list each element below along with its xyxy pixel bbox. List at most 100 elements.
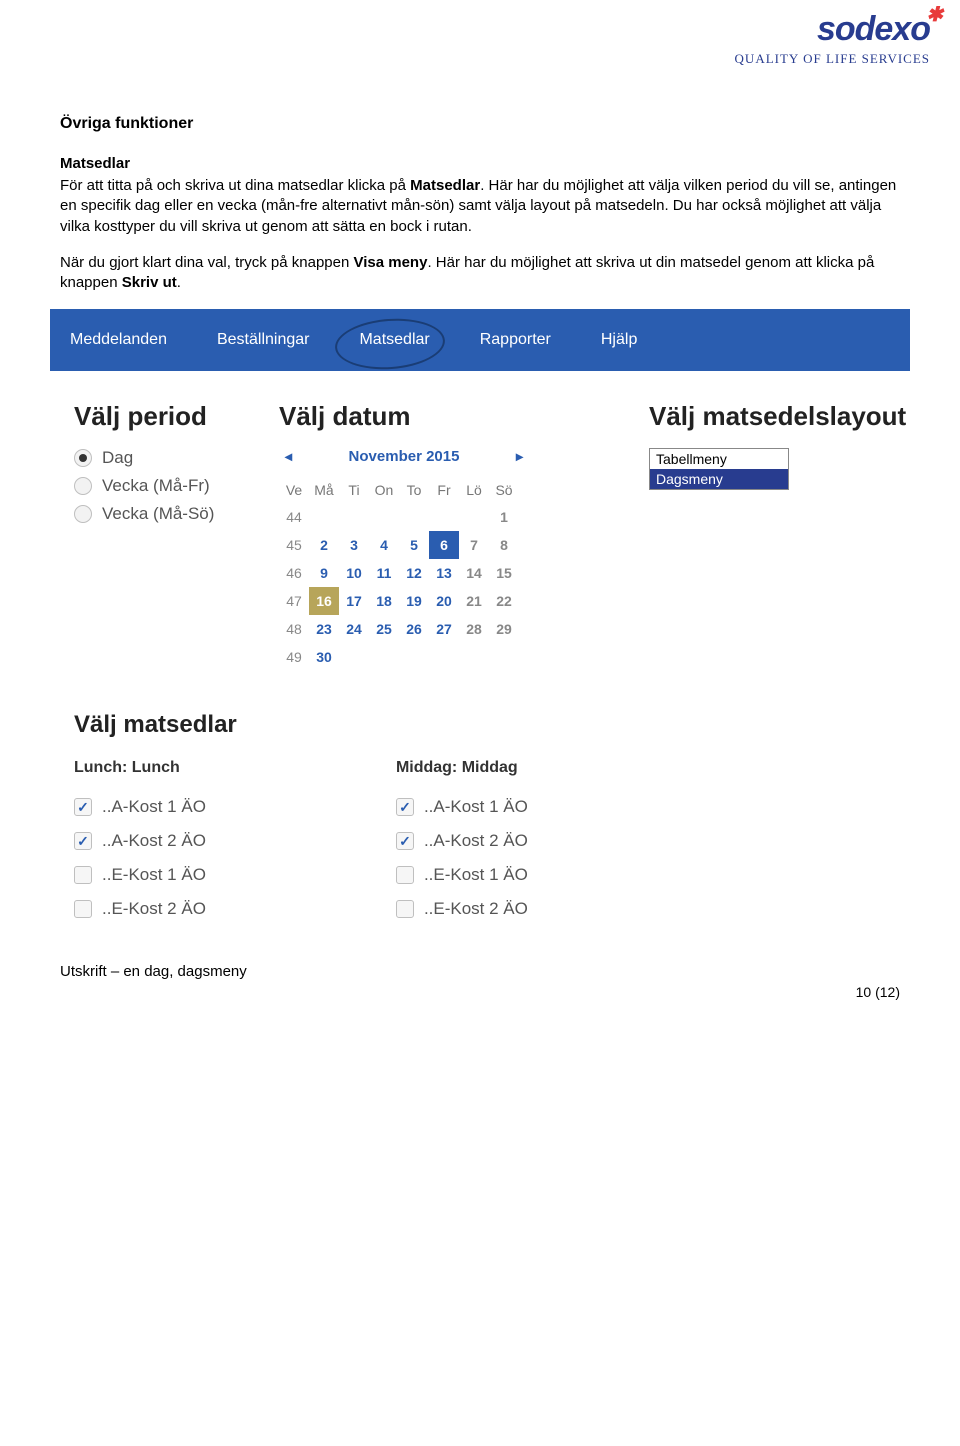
checkbox-icon xyxy=(74,866,92,884)
calendar-day xyxy=(369,643,399,671)
meal-option[interactable]: ..E-Kost 2 ÄO xyxy=(74,899,206,919)
calendar-day[interactable]: 15 xyxy=(489,559,519,587)
meal-column-header: Lunch: Lunch xyxy=(74,759,206,777)
calendar-day[interactable]: 8 xyxy=(489,531,519,559)
logo-tagline: QUALITY OF LIFE SERVICES xyxy=(735,51,930,67)
meal-option-label: ..E-Kost 1 ÄO xyxy=(424,865,528,885)
calendar-day[interactable]: 27 xyxy=(429,615,459,643)
calendar-day xyxy=(459,503,489,531)
calendar-day[interactable]: 19 xyxy=(399,587,429,615)
calendar-day xyxy=(369,503,399,531)
calendar-week-number: 49 xyxy=(279,643,309,671)
doc-heading: Övriga funktioner xyxy=(60,115,910,133)
calendar-day[interactable]: 14 xyxy=(459,559,489,587)
nav-item-beställningar[interactable]: Beställningar xyxy=(217,331,310,349)
next-month-button[interactable]: ▸ xyxy=(510,448,529,465)
doc-subheading: Matsedlar xyxy=(60,155,910,172)
calendar-day[interactable]: 20 xyxy=(429,587,459,615)
app-navbar: Meddelanden Beställningar Matsedlar Rapport… xyxy=(50,309,910,371)
calendar-weekday-header: Ti xyxy=(339,477,369,503)
logo-text: sodexo xyxy=(817,10,930,48)
calendar-week-number: 45 xyxy=(279,531,309,559)
period-column: Välj period Dag Vecka (Må-Fr) Vecka (Må-Sö… xyxy=(74,401,239,671)
meal-option[interactable]: ✓ ..A-Kost 2 ÄO xyxy=(396,831,528,851)
calendar-day[interactable]: 2 xyxy=(309,531,339,559)
layout-title: Välj matsedelslayout xyxy=(649,401,906,432)
calendar-day[interactable]: 17 xyxy=(339,587,369,615)
calendar-day[interactable]: 23 xyxy=(309,615,339,643)
calendar-day xyxy=(399,503,429,531)
meal-column: Lunch: Lunch ✓..A-Kost 1 ÄO ✓ ..A-Kost 2 ÄO… xyxy=(74,759,206,933)
checkbox-icon: ✓ xyxy=(74,832,92,850)
meal-option-label: ..E-Kost 2 ÄO xyxy=(102,899,206,919)
meal-option[interactable]: ✓..A-Kost 1 ÄO xyxy=(74,797,206,817)
page-number: 10 (12) xyxy=(856,984,900,1000)
prev-month-button[interactable]: ◂ xyxy=(279,448,298,465)
nav-item-meddelanden[interactable]: Meddelanden xyxy=(70,331,167,349)
calendar-week-number: 44 xyxy=(279,503,309,531)
layout-option[interactable]: Tabellmeny xyxy=(650,449,788,469)
meal-option-label: ..A-Kost 2 ÄO xyxy=(424,831,528,851)
meal-option[interactable]: ✓ ..A-Kost 2 ÄO xyxy=(74,831,206,851)
calendar-day xyxy=(309,503,339,531)
calendar-day[interactable]: 21 xyxy=(459,587,489,615)
period-option[interactable]: Dag xyxy=(74,448,239,468)
meal-option[interactable]: ..E-Kost 1 ÄO xyxy=(74,865,206,885)
meal-option[interactable]: ✓..A-Kost 1 ÄO xyxy=(396,797,528,817)
calendar-week-number: 46 xyxy=(279,559,309,587)
calendar-day[interactable]: 30 xyxy=(309,643,339,671)
period-option-label: Dag xyxy=(102,448,133,468)
calendar-day[interactable]: 18 xyxy=(369,587,399,615)
calendar-day xyxy=(489,643,519,671)
radio-icon xyxy=(74,477,92,495)
checkbox-icon: ✓ xyxy=(396,832,414,850)
nav-item-hjälp[interactable]: Hjälp xyxy=(601,331,637,349)
period-option-label: Vecka (Må-Fr) xyxy=(102,476,210,496)
calendar-day[interactable]: 25 xyxy=(369,615,399,643)
calendar-day[interactable]: 16 xyxy=(309,587,339,615)
calendar-day[interactable]: 24 xyxy=(339,615,369,643)
calendar-week-number: 47 xyxy=(279,587,309,615)
period-option[interactable]: Vecka (Må-Fr) xyxy=(74,476,239,496)
p2-d: Skriv ut xyxy=(122,274,177,291)
app-screenshot: Meddelanden Beställningar Matsedlar Rapport… xyxy=(50,309,910,943)
calendar-weekday-header: Sö xyxy=(489,477,519,503)
nav-item-matsedlar[interactable]: Matsedlar xyxy=(359,331,429,349)
calendar-day xyxy=(339,503,369,531)
meal-option-label: ..E-Kost 2 ÄO xyxy=(424,899,528,919)
calendar-day[interactable]: 6 xyxy=(429,531,459,559)
meal-option[interactable]: ..E-Kost 2 ÄO xyxy=(396,899,528,919)
calendar-day[interactable]: 12 xyxy=(399,559,429,587)
checkbox-icon xyxy=(396,866,414,884)
period-option-label: Vecka (Må-Sö) xyxy=(102,504,214,524)
calendar-day[interactable]: 3 xyxy=(339,531,369,559)
meal-option-label: ..A-Kost 2 ÄO xyxy=(102,831,206,851)
layout-list: TabellmenyDagsmeny xyxy=(649,448,789,490)
calendar-day[interactable]: 22 xyxy=(489,587,519,615)
calendar-day[interactable]: 1 xyxy=(489,503,519,531)
period-option[interactable]: Vecka (Må-Sö) xyxy=(74,504,239,524)
p2-e: . xyxy=(177,274,181,291)
calendar-day[interactable]: 9 xyxy=(309,559,339,587)
meal-column: Middag: Middag✓..A-Kost 1 ÄO✓..A-Kost 2 … xyxy=(396,759,528,933)
calendar-day[interactable]: 10 xyxy=(339,559,369,587)
layout-option[interactable]: Dagsmeny xyxy=(650,469,788,489)
period-title: Välj period xyxy=(74,401,239,432)
meal-option-label: ..E-Kost 1 ÄO xyxy=(102,865,206,885)
calendar-day[interactable]: 11 xyxy=(369,559,399,587)
nav-item-rapporter[interactable]: Rapporter xyxy=(480,331,551,349)
calendar-day[interactable]: 5 xyxy=(399,531,429,559)
calendar-day xyxy=(429,643,459,671)
calendar-day[interactable]: 13 xyxy=(429,559,459,587)
checkbox-icon: ✓ xyxy=(396,798,414,816)
calendar-weekday-header: Fr xyxy=(429,477,459,503)
calendar-day[interactable]: 7 xyxy=(459,531,489,559)
calendar-day[interactable]: 28 xyxy=(459,615,489,643)
meal-option[interactable]: ..E-Kost 1 ÄO xyxy=(396,865,528,885)
calendar-day[interactable]: 29 xyxy=(489,615,519,643)
calendar-day[interactable]: 26 xyxy=(399,615,429,643)
logo-wordmark: sodexo ✱ xyxy=(817,10,930,49)
calendar-day xyxy=(339,643,369,671)
checkbox-icon xyxy=(74,900,92,918)
calendar-day[interactable]: 4 xyxy=(369,531,399,559)
